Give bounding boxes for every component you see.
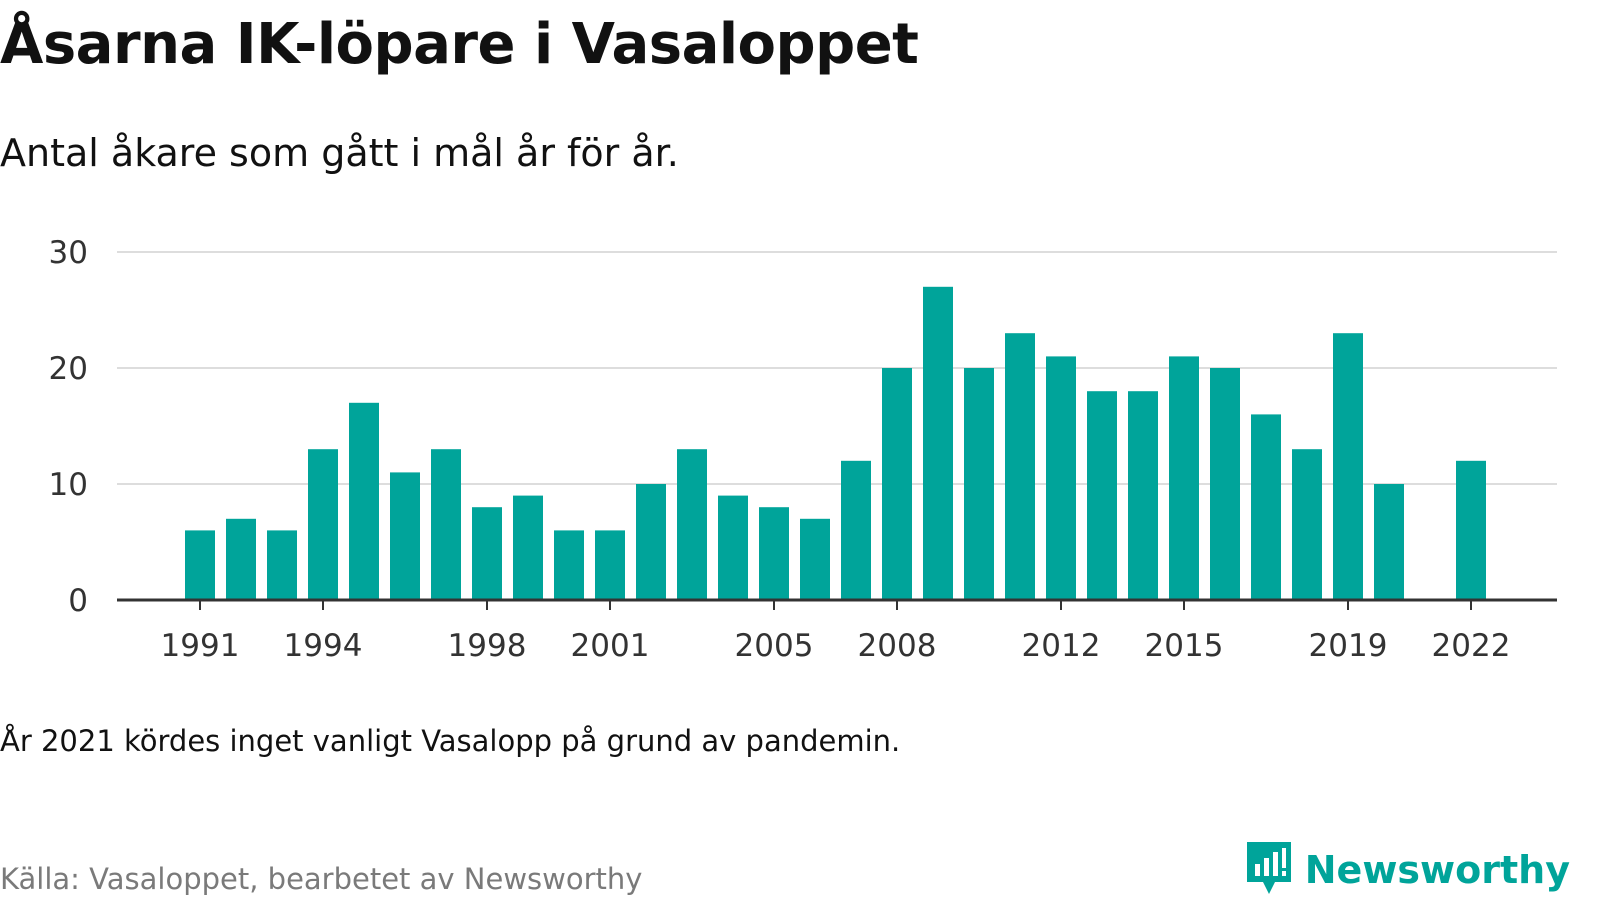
bar: [1005, 333, 1035, 600]
bar: [554, 530, 584, 600]
x-tick-label: 2005: [735, 628, 814, 664]
bar: [718, 495, 748, 600]
bar: [308, 449, 338, 600]
bar: [267, 530, 297, 600]
brand-logo[interactable]: Newsworthy: [1245, 840, 1570, 900]
bar: [1128, 391, 1158, 600]
bar: [1169, 356, 1199, 600]
bar: [595, 530, 625, 600]
bar: [472, 507, 502, 600]
bar: [923, 286, 953, 600]
bars: [185, 286, 1486, 600]
bar: [1374, 484, 1404, 600]
bar: [1456, 460, 1486, 600]
y-axis-ticks: 0 10 20 30: [49, 235, 88, 619]
bar-chart: 0 10 20 30 1991 1994 1998 2001 2005 2008 2012 2015…: [49, 235, 1557, 664]
bar: [882, 368, 912, 600]
bar: [513, 495, 543, 600]
bar: [677, 449, 707, 600]
y-tick-label: 20: [49, 351, 88, 387]
x-tick-label: 2012: [1022, 628, 1101, 664]
bar: [636, 484, 666, 600]
x-tick-label: 1991: [161, 628, 240, 664]
bar: [1087, 391, 1117, 600]
bar: [1292, 449, 1322, 600]
y-tick-label: 10: [49, 467, 88, 503]
bar: [390, 472, 420, 600]
chart-note: År 2021 kördes inget vanligt Vasalopp på…: [0, 724, 901, 758]
x-tick-label: 1998: [448, 628, 527, 664]
x-tick-label: 2019: [1309, 628, 1388, 664]
bar: [1251, 414, 1281, 600]
chart-title: Åsarna IK-löpare i Vasaloppet: [0, 12, 919, 77]
y-tick-label: 30: [49, 235, 88, 271]
bar: [1210, 368, 1240, 600]
newsworthy-logo-icon: [1245, 840, 1293, 900]
source-text: Källa: Vasaloppet, bearbetet av Newswort…: [0, 862, 643, 896]
x-axis-ticks: 1991 1994 1998 2001 2005 2008 2012 2015 2019 2022: [161, 600, 1511, 664]
x-tick-label: 2022: [1432, 628, 1511, 664]
bar: [964, 368, 994, 600]
y-tick-label: 0: [68, 583, 88, 619]
bar: [1333, 333, 1363, 600]
bar: [431, 449, 461, 600]
bar: [185, 530, 215, 600]
chart-subtitle: Antal åkare som gått i mål år för år.: [0, 131, 679, 175]
bar: [759, 507, 789, 600]
brand-name: Newsworthy: [1304, 848, 1570, 892]
x-tick-label: 1994: [284, 628, 363, 664]
x-tick-label: 2001: [571, 628, 650, 664]
bar: [1046, 356, 1076, 600]
bar: [841, 460, 871, 600]
bar: [226, 518, 256, 600]
x-tick-label: 2015: [1145, 628, 1224, 664]
bar: [800, 518, 830, 600]
x-tick-label: 2008: [858, 628, 937, 664]
bar: [349, 402, 379, 600]
